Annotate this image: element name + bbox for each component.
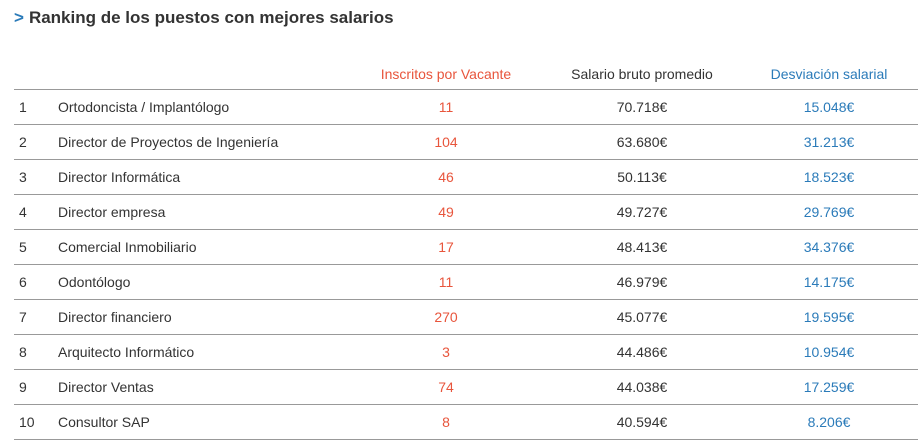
job-title-cell: Odontólogo	[58, 274, 131, 290]
inscritos-cell: 11	[438, 274, 454, 290]
desviacion-cell: 17.259€	[803, 379, 855, 395]
inscritos-cell: 8	[442, 414, 450, 430]
table-row: 1 Ortodoncista / Implantólogo 11 70.718€ 15.…	[14, 90, 918, 125]
rank-cell: 1	[19, 99, 27, 115]
rank-cell: 3	[19, 169, 27, 185]
inscritos-cell: 46	[438, 169, 454, 185]
column-header-inscritos: Inscritos por Vacante	[380, 66, 512, 82]
rank-cell: 10	[19, 414, 35, 430]
desviacion-cell: 29.769€	[803, 204, 855, 220]
table-row: 7 Director financiero 270 45.077€ 19.595€	[14, 300, 918, 335]
job-title-cell: Director Informática	[58, 169, 181, 185]
job-title-cell: Director empresa	[58, 204, 166, 220]
table-row: 6 Odontólogo 11 46.979€ 14.175€	[14, 265, 918, 300]
salario-cell: 46.979€	[616, 274, 668, 290]
desviacion-cell: 14.175€	[803, 274, 855, 290]
rank-cell: 4	[19, 204, 27, 220]
rank-cell: 6	[19, 274, 27, 290]
job-title-cell: Director de Proyectos de Ingeniería	[58, 134, 279, 150]
desviacion-cell: 10.954€	[803, 344, 855, 360]
rank-cell: 5	[19, 239, 27, 255]
rank-cell: 9	[19, 379, 27, 395]
salario-cell: 50.113€	[617, 169, 667, 185]
job-title-cell: Director Ventas	[58, 379, 154, 395]
desviacion-cell: 34.376€	[803, 239, 855, 255]
table-row: 4 Director empresa 49 49.727€ 29.769€	[14, 195, 918, 230]
inscritos-cell: 3	[442, 344, 450, 360]
inscritos-cell: 74	[438, 379, 454, 395]
salario-cell: 40.594€	[616, 414, 668, 430]
table-row: 2 Director de Proyectos de Ingeniería 104 6…	[14, 125, 918, 160]
salario-cell: 44.038€	[616, 379, 668, 395]
desviacion-cell: 8.206€	[807, 414, 851, 430]
page-title-text: Ranking de los puestos con mejores salar…	[28, 8, 394, 27]
table-row: 3 Director Informática 46 50.113€ 18.523€	[14, 160, 918, 195]
page-title: > Ranking de los puestos con mejores sala…	[14, 6, 394, 30]
chevron-right-icon: >	[14, 8, 24, 27]
inscritos-cell: 104	[434, 134, 458, 150]
salario-cell: 48.413€	[616, 239, 668, 255]
rank-cell: 7	[19, 309, 27, 325]
table-row: 9 Director Ventas 74 44.038€ 17.259€	[14, 370, 918, 405]
salario-cell: 44.486€	[616, 344, 668, 360]
column-header-desviacion: Desviación salarial	[770, 66, 888, 82]
table-row: 5 Comercial Inmobiliario 17 48.413€ 34.376€	[14, 230, 918, 265]
table-row: 8 Arquitecto Informático 3 44.486€ 10.954€	[14, 335, 918, 370]
salario-cell: 49.727€	[616, 204, 668, 220]
desviacion-cell: 31.213€	[803, 134, 855, 150]
salario-cell: 70.718€	[616, 99, 668, 115]
column-header-salario: Salario bruto promedio	[571, 66, 713, 82]
desviacion-cell: 15.048€	[803, 99, 855, 115]
job-title-cell: Comercial Inmobiliario	[58, 239, 197, 255]
job-title-cell: Consultor SAP	[58, 414, 150, 430]
inscritos-cell: 49	[438, 204, 454, 220]
job-title-cell: Director financiero	[58, 309, 172, 325]
inscritos-cell: 270	[434, 309, 458, 325]
salario-cell: 45.077€	[616, 309, 668, 325]
salario-cell: 63.680€	[616, 134, 668, 150]
table-header: Inscritos por Vacante Salario bruto prom…	[14, 62, 918, 86]
desviacion-cell: 18.523€	[803, 169, 855, 185]
table-row: 10 Consultor SAP 8 40.594€ 8.206€	[14, 405, 918, 440]
rank-cell: 8	[19, 344, 27, 360]
inscritos-cell: 17	[438, 239, 454, 255]
inscritos-cell: 11	[438, 99, 454, 115]
desviacion-cell: 19.595€	[803, 309, 855, 325]
job-title-cell: Ortodoncista / Implantólogo	[58, 99, 230, 115]
job-title-cell: Arquitecto Informático	[58, 344, 195, 360]
ranking-table: 1 Ortodoncista / Implantólogo 11 70.718€ 15.…	[14, 89, 918, 440]
rank-cell: 2	[19, 134, 27, 150]
